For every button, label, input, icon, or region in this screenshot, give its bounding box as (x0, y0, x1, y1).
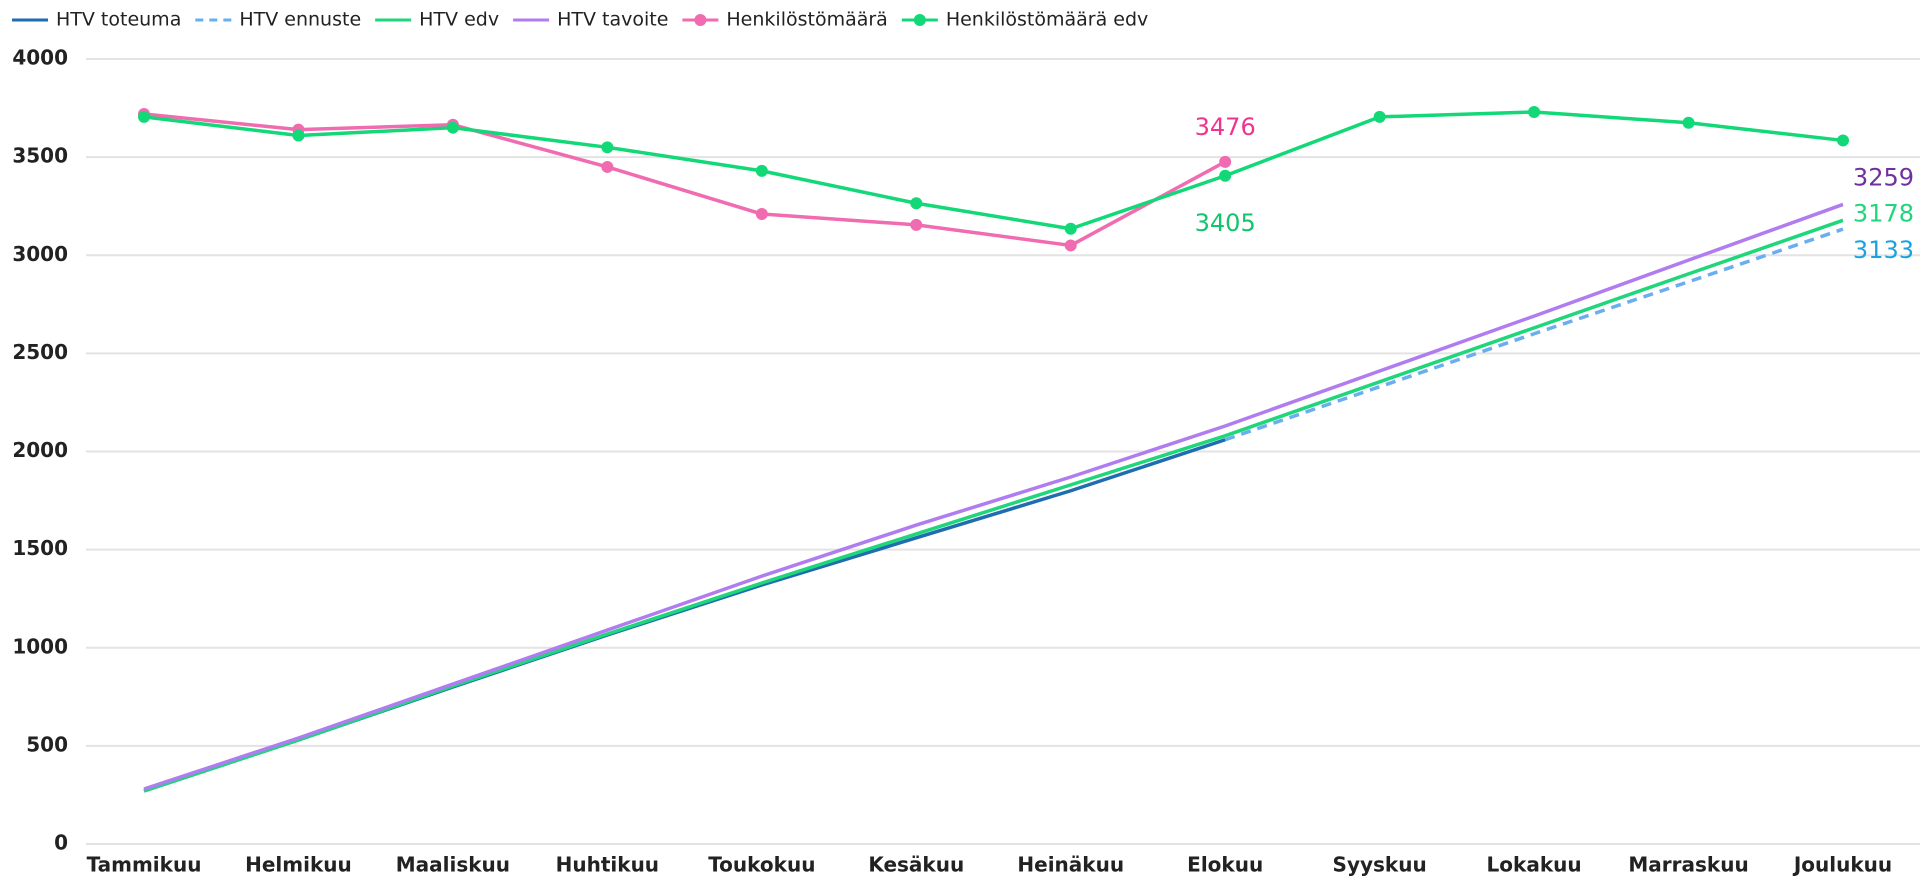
legend-item[interactable]: Henkilöstömäärä edv (901, 9, 1148, 31)
x-tick-label: Maaliskuu (396, 853, 510, 877)
series-line (143, 218, 1844, 793)
legend-item[interactable]: HTV tavoite (513, 9, 668, 31)
y-tick-label: 500 (26, 732, 68, 756)
data-label: 3133 (1853, 236, 1914, 264)
y-tick-label: 1500 (12, 536, 68, 560)
series-marker (1528, 105, 1541, 118)
x-tick-label: Toukokuu (708, 853, 815, 877)
y-tick-label: 2000 (12, 438, 68, 462)
legend-marker (913, 14, 926, 26)
legend-label: HTV edv (419, 9, 499, 31)
y-tick-label: 4000 (12, 46, 68, 70)
data-label: 3405 (1195, 209, 1256, 237)
series-marker (1064, 239, 1077, 252)
series-marker (910, 197, 923, 210)
x-tick-label: Joulukuu (1792, 853, 1892, 877)
series-marker (601, 141, 614, 154)
series-marker (446, 121, 459, 134)
series-marker (1219, 155, 1232, 168)
legend-label: HTV toteuma (56, 9, 181, 31)
x-tick-label: Huhtikuu (556, 853, 659, 877)
x-tick-label: Kesäkuu (868, 853, 964, 877)
legend-label: HTV tavoite (557, 9, 668, 31)
series-marker (601, 160, 614, 173)
series-marker (1064, 222, 1077, 235)
x-tick-label: Syyskuu (1333, 853, 1427, 877)
y-tick-label: 3000 (12, 242, 68, 266)
legend-label: Henkilöstömäärä edv (946, 9, 1148, 31)
series-marker (1219, 169, 1232, 182)
series-line (143, 110, 1844, 231)
legend-marker (694, 14, 707, 26)
legend-label: Henkilöstömäärä (726, 9, 887, 31)
series-marker (755, 164, 768, 177)
y-tick-label: 1000 (12, 634, 68, 658)
legend-item[interactable]: HTV ennuste (195, 9, 361, 31)
series-marker (292, 129, 305, 142)
x-tick-label: Tammikuu (87, 853, 202, 877)
legend-label: HTV ennuste (239, 9, 361, 31)
x-tick-label: Elokuu (1187, 853, 1263, 877)
series-marker (1837, 134, 1849, 147)
series-line (143, 112, 1227, 248)
data-label: 3178 (1853, 199, 1914, 227)
x-tick-label: Helmikuu (245, 853, 352, 877)
x-tick-label: Marraskuu (1628, 853, 1748, 877)
legend-item[interactable]: HTV edv (375, 9, 499, 31)
legend-item[interactable]: HTV toteuma (12, 9, 181, 31)
series-line (143, 202, 1844, 791)
y-tick-label: 3500 (12, 144, 68, 168)
legend-item[interactable]: Henkilöstömäärä (682, 9, 888, 31)
y-tick-label: 0 (54, 831, 68, 855)
y-tick-label: 2500 (12, 340, 68, 364)
series-marker (755, 208, 768, 221)
series-marker (910, 218, 923, 231)
series-marker (1373, 110, 1386, 123)
x-tick-label: Lokakuu (1487, 853, 1582, 877)
data-label: 3259 (1853, 163, 1914, 191)
series-line (1224, 227, 1844, 442)
x-tick-label: Heinäkuu (1017, 853, 1124, 877)
data-label: 3476 (1195, 113, 1256, 141)
series-marker (1682, 116, 1695, 129)
series-marker (138, 110, 150, 123)
